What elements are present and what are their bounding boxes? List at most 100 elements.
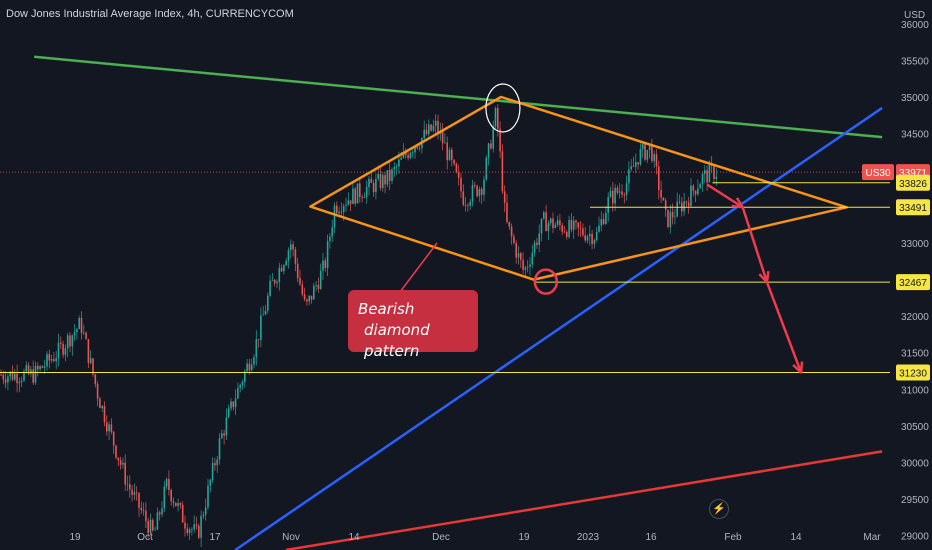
candle-body	[250, 364, 253, 371]
candle-body	[34, 366, 37, 383]
candle-body	[582, 228, 584, 236]
candle-body	[595, 231, 598, 241]
candle-body	[476, 185, 478, 197]
candle-body	[490, 143, 492, 149]
lightning-icon[interactable]: ⚡	[709, 499, 729, 519]
candle-body	[685, 201, 688, 203]
candle-body	[50, 359, 53, 361]
candle-body	[108, 424, 110, 432]
projection-arrowhead	[792, 361, 804, 374]
candle-body	[244, 371, 246, 382]
candle-body	[517, 253, 520, 258]
candle-body	[708, 164, 711, 183]
candle-body	[513, 236, 515, 244]
candle-body	[515, 243, 517, 258]
candle-body	[313, 285, 315, 300]
candle-body	[324, 260, 327, 268]
candle-body	[204, 507, 207, 515]
candle-body	[165, 479, 168, 487]
candle-body	[577, 222, 580, 228]
candle-body	[457, 172, 460, 178]
candle-body	[361, 196, 363, 198]
candle-body	[549, 218, 552, 224]
candle-body	[241, 381, 244, 385]
candle-body	[89, 358, 92, 364]
candle-body	[340, 211, 343, 213]
candle-body	[211, 463, 214, 480]
candle-body	[559, 220, 561, 226]
currency-label: USD	[904, 10, 925, 21]
candle-body	[563, 231, 566, 233]
candle-body	[584, 235, 586, 241]
candle-body	[664, 200, 667, 210]
candle-body	[149, 519, 152, 534]
bottom-highlight-circle	[533, 268, 559, 295]
candle-body	[43, 366, 46, 368]
candle-body	[76, 329, 78, 333]
candle-body	[260, 315, 262, 340]
candle-body	[612, 190, 614, 204]
candle-body	[227, 408, 230, 418]
candle-body	[246, 363, 248, 372]
price-axis[interactable]: USD 29000 29500 30000 30500 31000 31500 32000 33…	[901, 10, 929, 542]
candle-body	[398, 159, 400, 167]
callout-pointer	[399, 242, 438, 293]
candle-body	[428, 124, 430, 135]
candle-body	[602, 219, 605, 224]
candle-body	[499, 128, 501, 152]
candle-body	[331, 227, 333, 237]
y-tick-label: 36000	[901, 20, 929, 31]
candle-body	[706, 170, 708, 183]
candle-body	[119, 460, 122, 465]
candle-body	[471, 184, 474, 202]
candle-body	[209, 479, 212, 486]
candle-body	[202, 514, 205, 516]
candle-body	[478, 189, 481, 197]
candle-body	[432, 125, 435, 131]
time-axis[interactable]: 19 Oct 17 Nov 14 Dec 19 2023 16 Feb 14 Mar	[69, 532, 881, 543]
candle-body	[676, 201, 678, 217]
candle-body	[48, 353, 51, 361]
candle-body	[147, 521, 149, 534]
candle-body	[195, 524, 198, 526]
candle-body	[377, 173, 379, 180]
candle-body	[400, 157, 402, 160]
price-tag-value: 33826	[899, 179, 927, 190]
candle-body	[310, 295, 313, 300]
candle-body	[269, 280, 271, 296]
candle-body	[290, 244, 292, 251]
candle-body	[16, 373, 18, 384]
candle-body	[363, 197, 366, 198]
candle-body	[382, 175, 384, 188]
candle-body	[296, 263, 299, 279]
candle-body	[306, 299, 308, 302]
candle-body	[237, 387, 239, 399]
candle-body	[543, 212, 545, 219]
candle-body	[370, 178, 373, 184]
candle-body	[234, 398, 237, 408]
candle-body	[430, 124, 432, 131]
callout-line2: diamond pattern	[364, 321, 430, 360]
candle-body	[106, 422, 108, 432]
candle-body	[257, 339, 260, 341]
candle-body	[39, 366, 41, 370]
candle-body	[9, 371, 11, 377]
candle-body	[122, 462, 124, 465]
price-tag	[896, 274, 930, 291]
x-tick-label: 14	[348, 532, 360, 543]
candle-body	[25, 365, 28, 372]
candle-body	[112, 431, 115, 446]
candle-body	[315, 285, 317, 286]
candle-body	[27, 365, 30, 374]
candle-body	[101, 405, 103, 409]
candle-body	[660, 189, 662, 198]
candle-body	[644, 144, 646, 160]
candle-body	[503, 191, 506, 203]
candle-body	[409, 152, 412, 158]
candle-body	[161, 508, 163, 515]
price-tag-value: 31230	[899, 368, 927, 379]
candle-body	[326, 241, 329, 268]
candle-body	[345, 204, 347, 206]
candle-body	[641, 144, 644, 150]
